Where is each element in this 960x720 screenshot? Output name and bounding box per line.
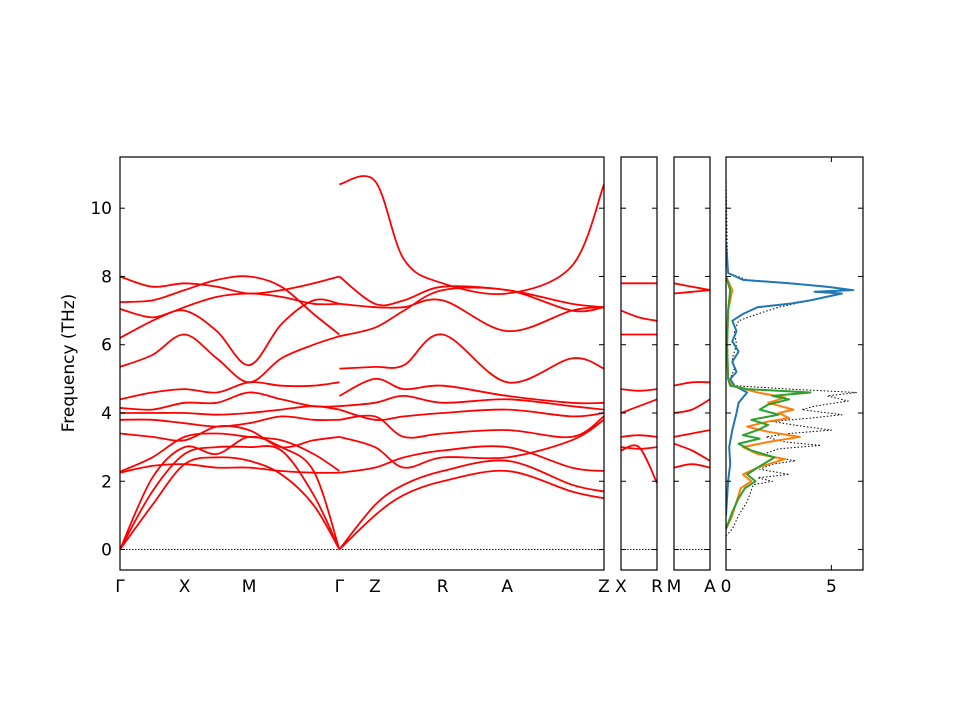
phonon-band (120, 298, 340, 367)
phonon-band (120, 463, 340, 474)
k-point-label: X (615, 577, 627, 597)
phonon-band (674, 289, 710, 295)
dos-curve-dos_1 (726, 242, 854, 516)
phonon-band (339, 394, 604, 411)
phonon-band (120, 391, 340, 411)
y-tick-label: 0 (101, 541, 112, 561)
phonon-band (120, 381, 340, 401)
phonon-band (621, 309, 657, 322)
phonon-band (621, 446, 657, 450)
phonon-band (120, 415, 340, 428)
phonon-band (120, 333, 340, 384)
phonon-band (338, 377, 604, 405)
phonon-band (339, 408, 604, 421)
phonon-band (339, 298, 604, 333)
phonon-band (339, 445, 604, 474)
k-point-label: X (179, 577, 191, 597)
phonon-band (621, 444, 657, 484)
k-point-label: Z (598, 577, 610, 597)
phonon-band (120, 275, 340, 336)
band-panel-1: 0 2 4 6 8 10 Γ X M Γ Z R A Z (90, 156, 610, 597)
phonon-band (120, 425, 340, 449)
y-tick-label: 2 (101, 472, 112, 492)
band-panel-frame (119, 156, 605, 571)
dos-panel-frame (725, 156, 864, 571)
band-lines (621, 282, 657, 551)
phonon-band (674, 398, 710, 414)
phonon-band (674, 429, 710, 438)
band-panel-frame (620, 156, 658, 571)
phonon-band (621, 434, 657, 438)
phonon-band (120, 292, 340, 339)
y-tick-label: 4 (101, 404, 112, 424)
phonon-band (674, 282, 710, 291)
k-point-label: R (437, 577, 449, 597)
phonon-band (621, 398, 657, 414)
phonon-band (120, 456, 341, 551)
y-tick-label: 6 (101, 336, 112, 356)
phonon-band (120, 432, 340, 473)
k-point-label: A (704, 577, 716, 597)
band-lines (674, 282, 710, 551)
phonon-band (339, 333, 604, 384)
k-point-label: A (501, 577, 513, 597)
band-panel-frame (673, 156, 711, 571)
phonon-band (338, 459, 604, 551)
phonon-band (339, 175, 604, 296)
k-point-label: M (242, 577, 257, 597)
phonon-band (120, 275, 340, 295)
dos-curve-dos_3 (726, 276, 812, 530)
phonon-band (338, 469, 604, 551)
band-lines (120, 175, 604, 551)
phonon-band (674, 442, 710, 462)
dos-curves (726, 174, 858, 537)
phonon-band (120, 435, 341, 550)
dos-x-tick-label: 0 (721, 577, 732, 597)
y-tick-label: 10 (90, 199, 112, 219)
dos-x-tick-label: 5 (826, 577, 837, 597)
phonon-band (621, 388, 657, 392)
k-point-label: M (667, 577, 682, 597)
y-tick-label: 8 (101, 267, 112, 287)
phonon-band (339, 414, 604, 439)
phonon-band (674, 381, 710, 387)
phonon-band (339, 419, 604, 469)
y-axis-label: Frequency (THz) (59, 294, 79, 433)
k-point-label: Γ (115, 577, 125, 597)
k-point-label: Z (369, 577, 381, 597)
k-point-label: Γ (335, 577, 345, 597)
phonon-band (674, 463, 710, 469)
phonon-band (338, 275, 604, 309)
k-point-label: R (651, 577, 663, 597)
